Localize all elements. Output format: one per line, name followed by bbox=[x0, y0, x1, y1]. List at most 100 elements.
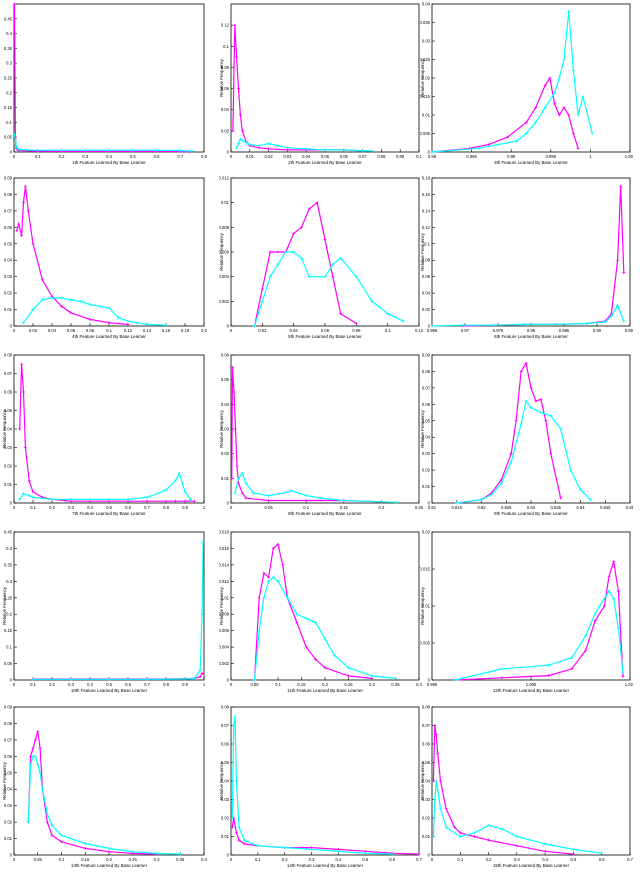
series-2-point bbox=[262, 596, 266, 600]
series-1-point bbox=[234, 831, 238, 835]
x-tick-label: 0.02 bbox=[29, 328, 38, 333]
x-tick-label: 0.06 bbox=[340, 154, 349, 159]
series-line-2 bbox=[231, 716, 393, 855]
chart-panel-5: 0 0.02 0.04 0.06 0.08 0.1 0.12 0 0.002 0.004 0.006… bbox=[219, 176, 424, 339]
y-tick-label: 0.09 bbox=[4, 176, 13, 181]
x-tick-label: 0.6 bbox=[599, 857, 605, 862]
chart-panel-4: 0 0.02 0.04 0.06 0.08 0.1 0.12 0.14 0.16 0.18 0.2 0… bbox=[4, 176, 208, 339]
x-tick-label: 0 bbox=[230, 682, 233, 687]
series-2-point bbox=[201, 540, 205, 544]
series-2-point bbox=[543, 842, 547, 846]
series-2-point bbox=[453, 678, 457, 682]
x-tick-label: 0.2 bbox=[378, 505, 384, 510]
y-tick-label: 0.01 bbox=[422, 484, 431, 489]
y-tick-label: 0.03 bbox=[4, 445, 13, 450]
series-2-point bbox=[260, 299, 264, 303]
series-1-point bbox=[616, 258, 620, 262]
y-tick-label: 0.2 bbox=[6, 612, 12, 617]
series-2-point bbox=[31, 754, 35, 758]
series-2-point bbox=[354, 275, 358, 279]
series-1-point bbox=[432, 779, 435, 783]
series-2-point bbox=[257, 144, 261, 148]
y-tick-label: 0.02 bbox=[422, 468, 431, 473]
series-1-point bbox=[547, 674, 550, 677]
y-tick-label: 0.005 bbox=[420, 641, 431, 646]
plot-frame bbox=[13, 531, 205, 681]
y-tick-label: 0.08 bbox=[422, 258, 431, 263]
series-2-point bbox=[572, 69, 575, 72]
x-tick-label: 0.825 bbox=[501, 505, 512, 510]
series-1-point bbox=[519, 370, 523, 373]
y-tick-label: 0.08 bbox=[4, 721, 13, 726]
series-2-point bbox=[524, 399, 528, 403]
series-2-point bbox=[610, 314, 613, 318]
chart-panel-1: 0 0.1 0.2 0.3 0.4 0.5 0.6 0.7 0.8 0 0.05 0.1 0.15 0.2… bbox=[4, 2, 208, 165]
x-tick-label: 0.04 bbox=[302, 154, 311, 159]
series-2-point bbox=[370, 149, 374, 153]
x-tick-label: 0.4 bbox=[106, 154, 112, 159]
series-2-point bbox=[60, 296, 63, 300]
series-2-point bbox=[239, 137, 242, 141]
x-tick-label: 0.82 bbox=[477, 505, 486, 510]
series-2-point bbox=[401, 319, 405, 323]
y-tick-label: 0.07 bbox=[221, 723, 230, 728]
y-axis-label: Relative Frequency bbox=[219, 232, 224, 271]
chart-panel-7: 0 0.1 0.2 0.3 0.4 0.5 0.6 0.7 0.8 0.9 1 0 0.01 0.02 0.… bbox=[2, 353, 206, 516]
series-2-point bbox=[380, 500, 383, 504]
y-tick-label: 0 bbox=[227, 853, 230, 858]
x-tick-label: 1.025 bbox=[625, 682, 633, 687]
x-tick-label: 0.4 bbox=[87, 682, 93, 687]
series-2-point bbox=[234, 779, 238, 783]
series-1-point bbox=[17, 222, 21, 226]
series-2-point bbox=[557, 76, 561, 80]
x-tick-label: 0.1 bbox=[416, 154, 422, 159]
x-tick-label: 0.985 bbox=[466, 154, 477, 159]
x-tick-label: 0.5 bbox=[571, 857, 577, 862]
series-2-point bbox=[267, 142, 270, 145]
y-tick-label: 0.01 bbox=[221, 476, 230, 481]
y-tick-label: 0 bbox=[10, 678, 13, 683]
y-tick-label: 0.012 bbox=[219, 579, 230, 584]
series-1-point bbox=[193, 499, 196, 503]
x-tick-label: 0.4 bbox=[336, 857, 342, 862]
series-1-point bbox=[593, 619, 597, 623]
chart-panel-6: 0.965 0.97 0.975 0.98 0.985 0.99 0.995 0 0.02 0.0… bbox=[420, 176, 633, 339]
series-2-point bbox=[433, 798, 437, 801]
series-2-point bbox=[24, 148, 28, 152]
series-2-point bbox=[131, 850, 135, 854]
series-1-point bbox=[31, 746, 35, 750]
y-tick-label: 0.07 bbox=[4, 371, 13, 376]
plot-frame bbox=[230, 706, 420, 856]
y-tick-label: 0.03 bbox=[221, 797, 230, 802]
y-tick-label: 0.04 bbox=[221, 402, 230, 407]
x-axis-label: 11th Feature Learned By Base Learner bbox=[287, 688, 363, 693]
series-line-2 bbox=[432, 780, 602, 854]
y-tick-label: 0.04 bbox=[422, 435, 431, 440]
x-tick-label: 0 bbox=[230, 328, 233, 333]
series-1-point bbox=[281, 563, 285, 567]
series-2-point bbox=[579, 488, 582, 492]
x-tick-label: 0.81 bbox=[428, 505, 437, 510]
series-2-point bbox=[500, 667, 504, 671]
series-2-point bbox=[480, 498, 483, 502]
series-1-point bbox=[534, 399, 538, 403]
y-tick-label: 0.008 bbox=[219, 612, 230, 617]
series-2-point bbox=[515, 835, 519, 838]
series-2-point bbox=[17, 147, 21, 151]
series-1-point bbox=[145, 499, 149, 503]
x-tick-label: 0.04 bbox=[290, 328, 299, 333]
y-tick-label: 0 bbox=[428, 324, 431, 329]
y-axis-label: Relative Frequency bbox=[2, 586, 7, 625]
series-1-point bbox=[557, 113, 561, 117]
x-tick-label: 0.16 bbox=[162, 328, 171, 333]
series-2-point bbox=[69, 298, 73, 302]
series-1-point bbox=[487, 838, 490, 842]
series-2-point bbox=[567, 10, 571, 13]
x-tick-label: 0.06 bbox=[67, 328, 76, 333]
series-1-point bbox=[13, 61, 17, 65]
x-tick-label: 0.985 bbox=[559, 328, 570, 333]
series-1-point bbox=[31, 490, 35, 494]
series-1-point bbox=[509, 452, 513, 456]
series-2-point bbox=[60, 148, 63, 152]
series-1-point bbox=[235, 464, 239, 468]
